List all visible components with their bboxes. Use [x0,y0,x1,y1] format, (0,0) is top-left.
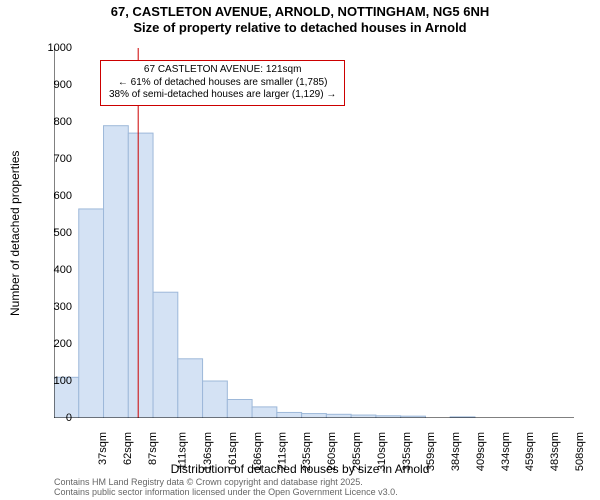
footer-attribution: Contains HM Land Registry data © Crown c… [54,478,398,498]
annotation-line-1: 67 CASTLETON AVENUE: 121sqm [144,64,301,75]
y-tick-label: 200 [54,338,72,350]
histogram-bar [79,209,104,418]
histogram-bar [326,414,351,418]
chart-container: 67, CASTLETON AVENUE, ARNOLD, NOTTINGHAM… [0,0,600,500]
histogram-bar [128,133,153,418]
y-axis-label: Number of detached properties [8,150,22,315]
title-line-1: 67, CASTLETON AVENUE, ARNOLD, NOTTINGHAM… [111,4,489,19]
x-tick-label: 87sqm [147,432,159,465]
y-tick-label: 700 [54,153,72,165]
y-tick-label: 300 [54,301,72,313]
property-annotation-box: 67 CASTLETON AVENUE: 121sqm ← 61% of det… [100,60,345,106]
x-tick-label: 62sqm [122,432,134,465]
x-axis-label: Distribution of detached houses by size … [0,462,600,476]
footer-line-1: Contains HM Land Registry data © Crown c… [54,477,363,487]
y-tick-label: 400 [54,264,72,276]
histogram-bar [227,400,252,419]
y-tick-label: 0 [66,412,72,424]
footer-line-2: Contains public sector information licen… [54,487,398,497]
x-tick-label: 37sqm [97,432,109,465]
y-tick-label: 1000 [48,42,72,54]
histogram-bar [104,126,129,418]
chart-title: 67, CASTLETON AVENUE, ARNOLD, NOTTINGHAM… [0,0,600,37]
y-tick-label: 900 [54,79,72,91]
annotation-line-3: 38% of semi-detached houses are larger (… [109,89,336,100]
y-tick-label: 500 [54,227,72,239]
histogram-bar [203,381,228,418]
title-line-2: Size of property relative to detached ho… [133,20,466,35]
histogram-bar [153,292,178,418]
y-tick-label: 600 [54,190,72,202]
histogram-bar [302,414,327,418]
y-tick-label: 100 [54,375,72,387]
histogram-bar [252,407,277,418]
y-tick-label: 800 [54,116,72,128]
histogram-bar [178,359,203,418]
annotation-line-2: ← 61% of detached houses are smaller (1,… [118,77,328,88]
histogram-bar [277,412,302,418]
